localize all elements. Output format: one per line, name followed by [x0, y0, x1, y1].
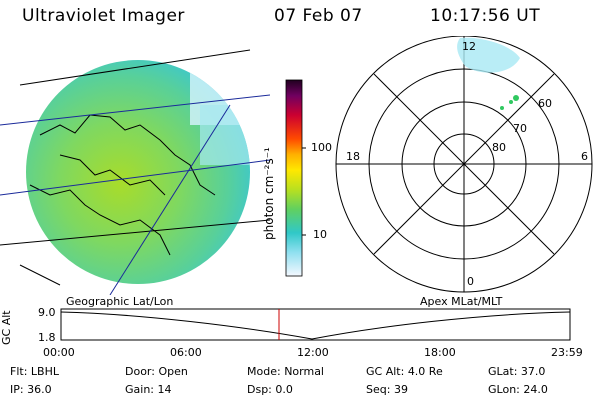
timeline-x-tick: 12:00: [297, 346, 329, 359]
timeline-x-tick: 18:00: [424, 346, 456, 359]
latitude-line: [0, 94, 270, 126]
info-label: Gain:: [125, 383, 154, 396]
auroral-emission: [509, 100, 513, 104]
info-label: Mode:: [247, 365, 281, 378]
auroral-emission: [457, 37, 520, 73]
info-value: 0.0: [275, 383, 293, 396]
colorbar: [285, 79, 306, 277]
mlt-label-noon: 12: [462, 40, 476, 53]
info-value: 14: [157, 383, 172, 396]
mlat-label: 80: [492, 141, 506, 154]
timeline-x-tick: 00:00: [43, 346, 75, 359]
info-label: GLat:: [488, 365, 518, 378]
info-value: 24.0: [523, 383, 548, 396]
info-item-seq: Seq: 39: [366, 383, 408, 396]
colorbar-tick-label: 10: [313, 228, 327, 241]
info-item-glat: GLat: 37.0: [488, 365, 545, 378]
info-value: LBHL: [30, 365, 59, 378]
info-item-ip: IP: 36.0: [10, 383, 52, 396]
info-value: Open: [158, 365, 188, 378]
auroral-emission: [500, 106, 504, 110]
polar-plot: [335, 36, 593, 293]
geographic-image: [0, 49, 270, 295]
apex-caption: Apex MLat/MLT: [420, 295, 503, 308]
latitude-line: [0, 219, 270, 246]
longitude-line: [19, 264, 61, 286]
colorbar-unit-label: photon cm⁻²s⁻¹: [262, 147, 276, 240]
altitude-curve: [60, 311, 571, 340]
timeline-frame: [60, 308, 571, 341]
info-item-mode: Mode: Normal: [247, 365, 324, 378]
info-label: Seq:: [366, 383, 391, 396]
colorbar-scale: [285, 79, 303, 277]
info-value: 36.0: [27, 383, 52, 396]
auroral-emission: [513, 95, 519, 101]
mlt-label-dusk: 18: [346, 150, 360, 163]
info-item-gc-alt: GC Alt: 4.0 Re: [366, 365, 443, 378]
latitude-line: [19, 49, 251, 86]
info-item-filter: Flt: LBHL: [10, 365, 59, 378]
instrument-title: Ultraviolet Imager: [22, 6, 185, 26]
coastline: [39, 114, 216, 196]
info-label: GC Alt:: [366, 365, 405, 378]
coastline: [29, 184, 171, 256]
info-label: Door:: [125, 365, 155, 378]
timeline-x-tick: 06:00: [170, 346, 202, 359]
time-label: 10:17:56 UT: [430, 6, 541, 26]
date-label: 07 Feb 07: [274, 6, 363, 26]
mlt-label-dawn: 6: [581, 150, 588, 163]
info-value: 39: [393, 383, 408, 396]
info-value: Normal: [284, 365, 324, 378]
polar-axis: [373, 73, 555, 255]
latitude-line: [0, 159, 270, 196]
dayglow-region: [200, 105, 250, 165]
info-label: Flt:: [10, 365, 28, 378]
info-item-glon: GLon: 24.0: [488, 383, 548, 396]
timeline-axis-title: GC Alt: [0, 310, 13, 345]
info-item-door: Door: Open: [125, 365, 188, 378]
mlat-label: 70: [513, 122, 527, 135]
timeline-y-tick: 9.0: [38, 306, 56, 319]
altitude-timeline: [60, 308, 571, 341]
geographic-caption: Geographic Lat/Lon: [66, 295, 174, 308]
info-label: Dsp:: [247, 383, 272, 396]
mlat-label: 60: [538, 97, 552, 110]
coastline: [59, 154, 166, 196]
colorbar-tick-label: 100: [311, 141, 332, 154]
info-label: IP:: [10, 383, 24, 396]
info-label: GLon:: [488, 383, 520, 396]
mlt-label-midnight: 0: [467, 275, 474, 288]
info-value: 37.0: [520, 365, 546, 378]
longitude-line: [109, 104, 231, 295]
timeline-x-tick: 23:59: [551, 346, 583, 359]
info-item-gain: Gain: 14: [125, 383, 172, 396]
timeline-y-tick: 1.8: [38, 331, 56, 344]
info-value: 4.0 Re: [407, 365, 443, 378]
info-item-dsp: Dsp: 0.0: [247, 383, 293, 396]
